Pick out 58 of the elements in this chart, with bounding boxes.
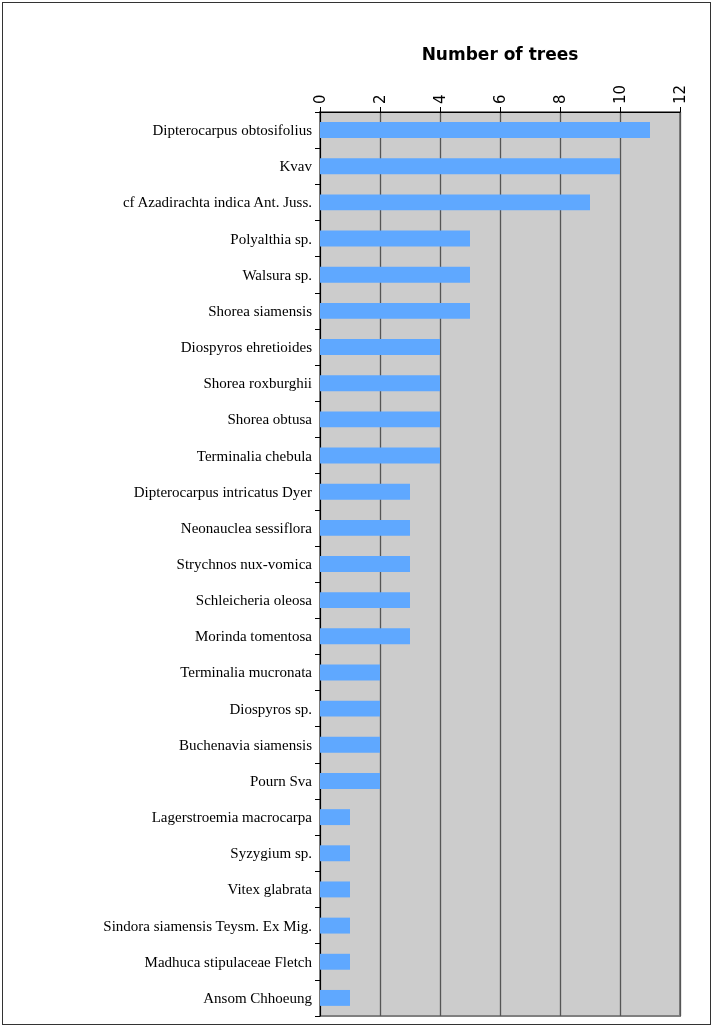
bar [320,375,440,392]
bar [320,773,380,789]
y-tick-label: Syzygium sp. [230,845,312,862]
bar [320,519,410,536]
bar [320,194,590,211]
y-tick-label: Shorea obtusa [227,411,313,428]
bar [320,628,410,645]
y-tick-label: Kvav [279,158,313,175]
y-tick-label: Ansom Chhoeung [203,989,313,1006]
x-tick-label: 4 [431,94,449,104]
y-tick-label: Diospyros sp. [229,700,312,717]
x-tick-label: 8 [551,94,569,104]
y-tick-label: Strychnos nux-vomica [176,556,313,572]
bar [320,953,350,970]
y-tick-label: Buchenavia siamensis [179,736,313,753]
bar [320,122,650,139]
y-tick-label: Sindora siamensis Teysm. Ex Mig. [103,917,312,934]
y-tick-label: Shorea roxburghii [203,375,312,392]
y-tick-label: Terminalia mucronata [180,664,313,681]
bar [320,664,380,681]
y-tick-label: Neonauclea sessiflora [180,519,313,536]
y-tick-label: Polyalthia sp. [230,230,312,247]
y-tick-label: Dipterocarpus obtosifolius [152,122,313,139]
bar [320,556,410,572]
bar [320,339,440,355]
x-tick-label: 0 [311,94,329,104]
bar [320,592,410,609]
bar [320,302,470,319]
bar [320,809,350,826]
bar [320,845,350,862]
x-tick-label: 6 [491,94,509,104]
bar [320,736,380,753]
y-tick-label: Terminalia chebula [196,447,313,464]
x-tick-label: 12 [671,84,689,104]
y-tick-label: Shorea siamensis [208,302,313,319]
y-tick-label: cf Azadirachta indica Ant. Juss. [122,194,312,211]
y-tick-label: Diospyros ehretioides [180,339,313,356]
y-tick-label: Madhuca stipulaceae Fletch [144,953,313,970]
x-tick-label: 2 [371,94,389,104]
bar [320,158,620,175]
bar [320,989,350,1006]
y-tick-label: Walsura sp. [242,266,312,283]
bar [320,447,440,464]
y-tick-label: Vitex glabrata [227,881,313,898]
bar [320,917,350,934]
bar [320,230,470,247]
x-axis-title: Number of trees [421,43,579,64]
bar [320,483,410,500]
y-tick-label: Schleicheria oleosa [195,592,313,609]
bar [320,700,380,717]
y-tick-label: Pourn Sva [249,772,313,789]
y-tick-label: Morinda tomentosa [194,628,313,645]
y-tick-label: Dipterocarpus intricatus Dyer [133,483,312,500]
x-tick-label: 10 [611,84,629,104]
bar [320,411,440,428]
bar [320,266,470,283]
y-tick-label: Lagerstroemia macrocarpa [151,809,313,826]
bar [320,881,350,898]
